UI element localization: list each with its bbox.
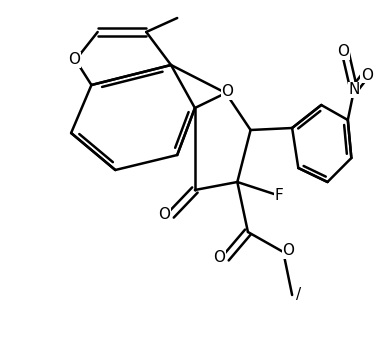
Text: /: / — [296, 287, 301, 303]
Text: O: O — [361, 68, 373, 83]
Text: O: O — [68, 52, 80, 68]
Text: N: N — [348, 83, 360, 97]
Text: O: O — [282, 243, 294, 258]
Text: O: O — [213, 250, 225, 265]
Text: F: F — [274, 188, 283, 202]
Text: O: O — [338, 45, 350, 59]
Text: O: O — [222, 84, 234, 99]
Text: O: O — [158, 208, 170, 223]
